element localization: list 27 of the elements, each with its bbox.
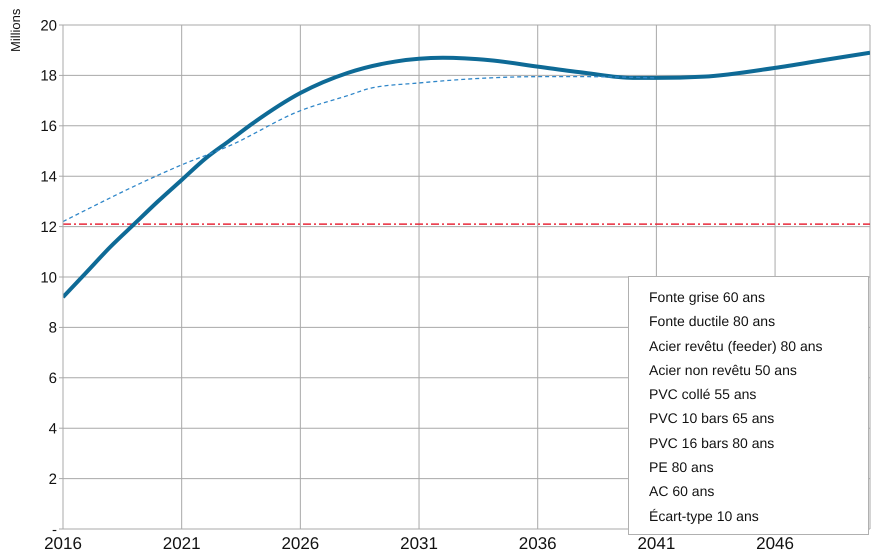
- annotation: PVC collé 55 ans: [648, 385, 758, 404]
- annotation: Écart-type 10 ans: [648, 506, 760, 526]
- x-tick-label: 2041: [637, 534, 676, 554]
- y-axis-title: Millions: [8, 8, 24, 52]
- x-tick-label: 2021: [162, 534, 201, 554]
- y-tick-label: 2: [48, 470, 57, 488]
- y-tick-label: 8: [48, 320, 57, 337]
- y-tick-label: 14: [40, 168, 57, 186]
- x-tick-label: 2031: [400, 534, 438, 554]
- y-tick-label: 18: [40, 68, 57, 85]
- annotation: PVC 16 bars 80 ans: [648, 434, 776, 453]
- x-tick-label: 2036: [518, 534, 557, 554]
- annotation: Acier non revêtu 50 ans: [648, 360, 798, 380]
- y-tick-label: 12: [40, 218, 57, 236]
- annotation: Acier revêtu (feeder) 80 ans: [648, 336, 824, 356]
- y-tick-label: 16: [40, 118, 57, 136]
- x-tick-label: 2026: [281, 534, 320, 554]
- annotation: Fonte ductile 80 ans: [648, 312, 776, 332]
- y-tick-label: 6: [48, 370, 57, 388]
- y-tick-label: 10: [40, 269, 57, 286]
- annotation: AC 60 ans: [648, 482, 716, 502]
- annotation: Fonte grise 60 ans: [648, 288, 766, 307]
- y-tick-label: 4: [48, 420, 57, 438]
- y-tick-label: 20: [40, 17, 57, 34]
- annotation: PE 80 ans: [648, 458, 715, 478]
- annotation: PVC 10 bars 65 ans: [648, 409, 776, 428]
- x-tick-label: 2046: [756, 534, 794, 554]
